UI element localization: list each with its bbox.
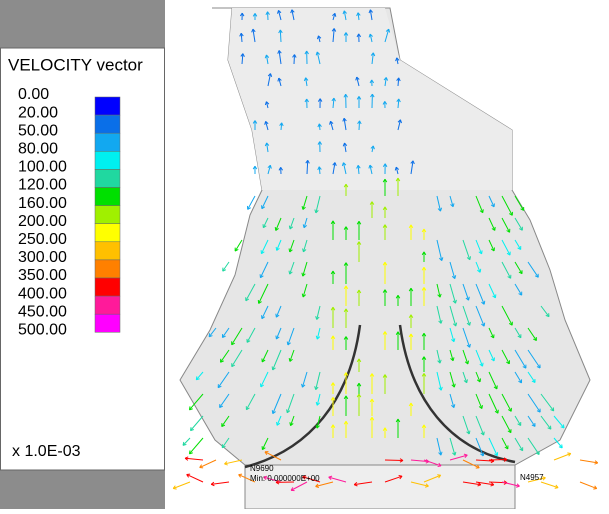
legend-footer-bar [0, 470, 165, 509]
legend-level-label: 350.00 [18, 267, 67, 284]
legend-swatch [95, 314, 120, 332]
vector-arrow [200, 460, 216, 468]
legend-swatch [95, 260, 120, 278]
legend-level-label: 0.00 [18, 86, 49, 103]
legend-level-label: 20.00 [18, 104, 58, 121]
legend-level-label: 300.00 [18, 249, 67, 266]
legend-level-label: 120.00 [18, 177, 67, 194]
legend-swatch [95, 242, 120, 260]
legend-level-label: 100.00 [18, 159, 67, 176]
legend-swatch [95, 224, 120, 242]
legend-level-label: 160.00 [18, 195, 67, 212]
vector-arrow [187, 474, 203, 482]
legend-swatch [95, 97, 120, 115]
legend-swatch [95, 188, 120, 206]
legend-swatch [95, 206, 120, 224]
legend-scale: x 1.0E-03 [12, 443, 81, 460]
legend-swatch [95, 133, 120, 151]
legend-level-label: 250.00 [18, 231, 67, 248]
node-label: N9690 [250, 464, 274, 473]
vector-arrow [541, 482, 558, 488]
vector-arrow [173, 482, 190, 488]
vector-arrow [554, 453, 571, 460]
min-label: Min: 0.000000E+00 [250, 474, 320, 483]
legend-level-label: 450.00 [18, 303, 67, 320]
legend-swatch [95, 151, 120, 169]
legend-level-label: 80.00 [18, 141, 58, 158]
legend-swatch [95, 115, 120, 133]
legend-level-label: 200.00 [18, 213, 67, 230]
vector-arrow [580, 482, 597, 489]
vector-arrow [580, 460, 598, 463]
node-label: N4957 [520, 473, 544, 482]
outlet [245, 465, 515, 509]
legend-swatch [95, 296, 120, 314]
legend-title: VELOCITY vector [8, 55, 143, 74]
vector-arrow [280, 30, 281, 42]
legend-level-label: 500.00 [18, 322, 67, 339]
legend-level-label: 50.00 [18, 122, 58, 139]
legend-level-label: 400.00 [18, 285, 67, 302]
screen: VELOCITY vector x 1.0E-03 0.0020.0050.00… [0, 0, 609, 509]
vector-arrow [183, 438, 190, 445]
legend-header-bar [0, 0, 165, 48]
legend-swatch [95, 169, 120, 187]
vector-arrow [190, 416, 203, 431]
vector-arrow [189, 438, 203, 454]
legend-swatch [95, 278, 120, 296]
